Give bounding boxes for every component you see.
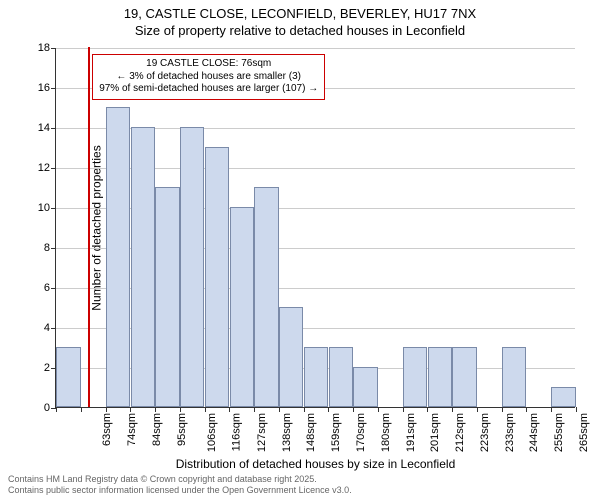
x-tick-mark [254,407,255,412]
x-tick-label: 212sqm [454,413,466,452]
bar [551,387,575,407]
x-tick-mark [427,407,428,412]
y-tick-label: 4 [44,322,56,334]
bar [452,347,476,407]
x-tick-label: 138sqm [281,413,293,452]
footer-line2: Contains public sector information licen… [8,485,352,496]
x-tick-mark [378,407,379,412]
x-tick-mark [452,407,453,412]
x-tick-label: 191sqm [405,413,417,452]
y-tick-label: 6 [44,282,56,294]
bar [279,307,303,407]
bar [353,367,377,407]
x-tick-mark [526,407,527,412]
y-tick-label: 14 [38,122,56,134]
chart-title: 19, CASTLE CLOSE, LECONFIELD, BEVERLEY, … [0,0,600,40]
x-tick-label: 63sqm [101,413,113,446]
plot: Number of detached properties Distributi… [55,48,575,408]
title-line1: 19, CASTLE CLOSE, LECONFIELD, BEVERLEY, … [0,6,600,23]
bar [329,347,353,407]
x-tick-label: 127sqm [256,413,268,452]
bar [502,347,526,407]
x-tick-label: 233sqm [504,413,516,452]
x-tick-label: 244sqm [528,413,540,452]
y-axis-label: Number of detached properties [90,145,104,310]
x-tick-label: 170sqm [355,413,367,452]
bar [106,107,130,407]
x-tick-label: 95sqm [176,413,188,446]
x-tick-label: 148sqm [306,413,318,452]
x-tick-label: 255sqm [553,413,565,452]
x-tick-label: 265sqm [578,413,590,452]
bar [304,347,328,407]
x-tick-label: 201sqm [429,413,441,452]
footer: Contains HM Land Registry data © Crown c… [8,474,352,496]
bar [428,347,452,407]
title-line2: Size of property relative to detached ho… [0,23,600,40]
gridline [56,48,575,49]
y-tick-label: 16 [38,82,56,94]
x-tick-label: 74sqm [126,413,138,446]
x-tick-mark [328,407,329,412]
x-tick-label: 84sqm [151,413,163,446]
x-tick-mark [502,407,503,412]
annotation-box: 19 CASTLE CLOSE: 76sqm← 3% of detached h… [92,54,325,100]
x-tick-mark [130,407,131,412]
x-axis-label: Distribution of detached houses by size … [56,457,575,471]
x-tick-mark [155,407,156,412]
bar [155,187,179,407]
x-tick-mark [56,407,57,412]
x-tick-mark [576,407,577,412]
bar [403,347,427,407]
bar [205,147,229,407]
footer-line1: Contains HM Land Registry data © Crown c… [8,474,352,485]
x-tick-mark [81,407,82,412]
x-tick-mark [353,407,354,412]
marker-line [88,47,90,407]
bar [56,347,80,407]
x-tick-label: 180sqm [380,413,392,452]
y-tick-label: 10 [38,202,56,214]
bar [230,207,254,407]
bar [131,127,155,407]
y-tick-label: 12 [38,162,56,174]
x-tick-label: 223sqm [479,413,491,452]
x-tick-mark [106,407,107,412]
annotation-line3: 97% of semi-detached houses are larger (… [99,83,318,96]
x-tick-mark [180,407,181,412]
x-tick-label: 159sqm [330,413,342,452]
bar [180,127,204,407]
x-tick-mark [229,407,230,412]
y-tick-label: 0 [44,402,56,414]
x-tick-mark [403,407,404,412]
x-tick-mark [205,407,206,412]
x-tick-mark [279,407,280,412]
x-tick-mark [304,407,305,412]
annotation-line2: ← 3% of detached houses are smaller (3) [99,71,318,84]
x-tick-mark [477,407,478,412]
annotation-line1: 19 CASTLE CLOSE: 76sqm [99,58,318,71]
y-tick-label: 8 [44,242,56,254]
bar [254,187,278,407]
y-tick-label: 18 [38,42,56,54]
x-tick-mark [551,407,552,412]
chart-area: Number of detached properties Distributi… [55,48,575,408]
x-tick-label: 106sqm [207,413,219,452]
y-tick-label: 2 [44,362,56,374]
x-tick-label: 116sqm [231,413,243,451]
